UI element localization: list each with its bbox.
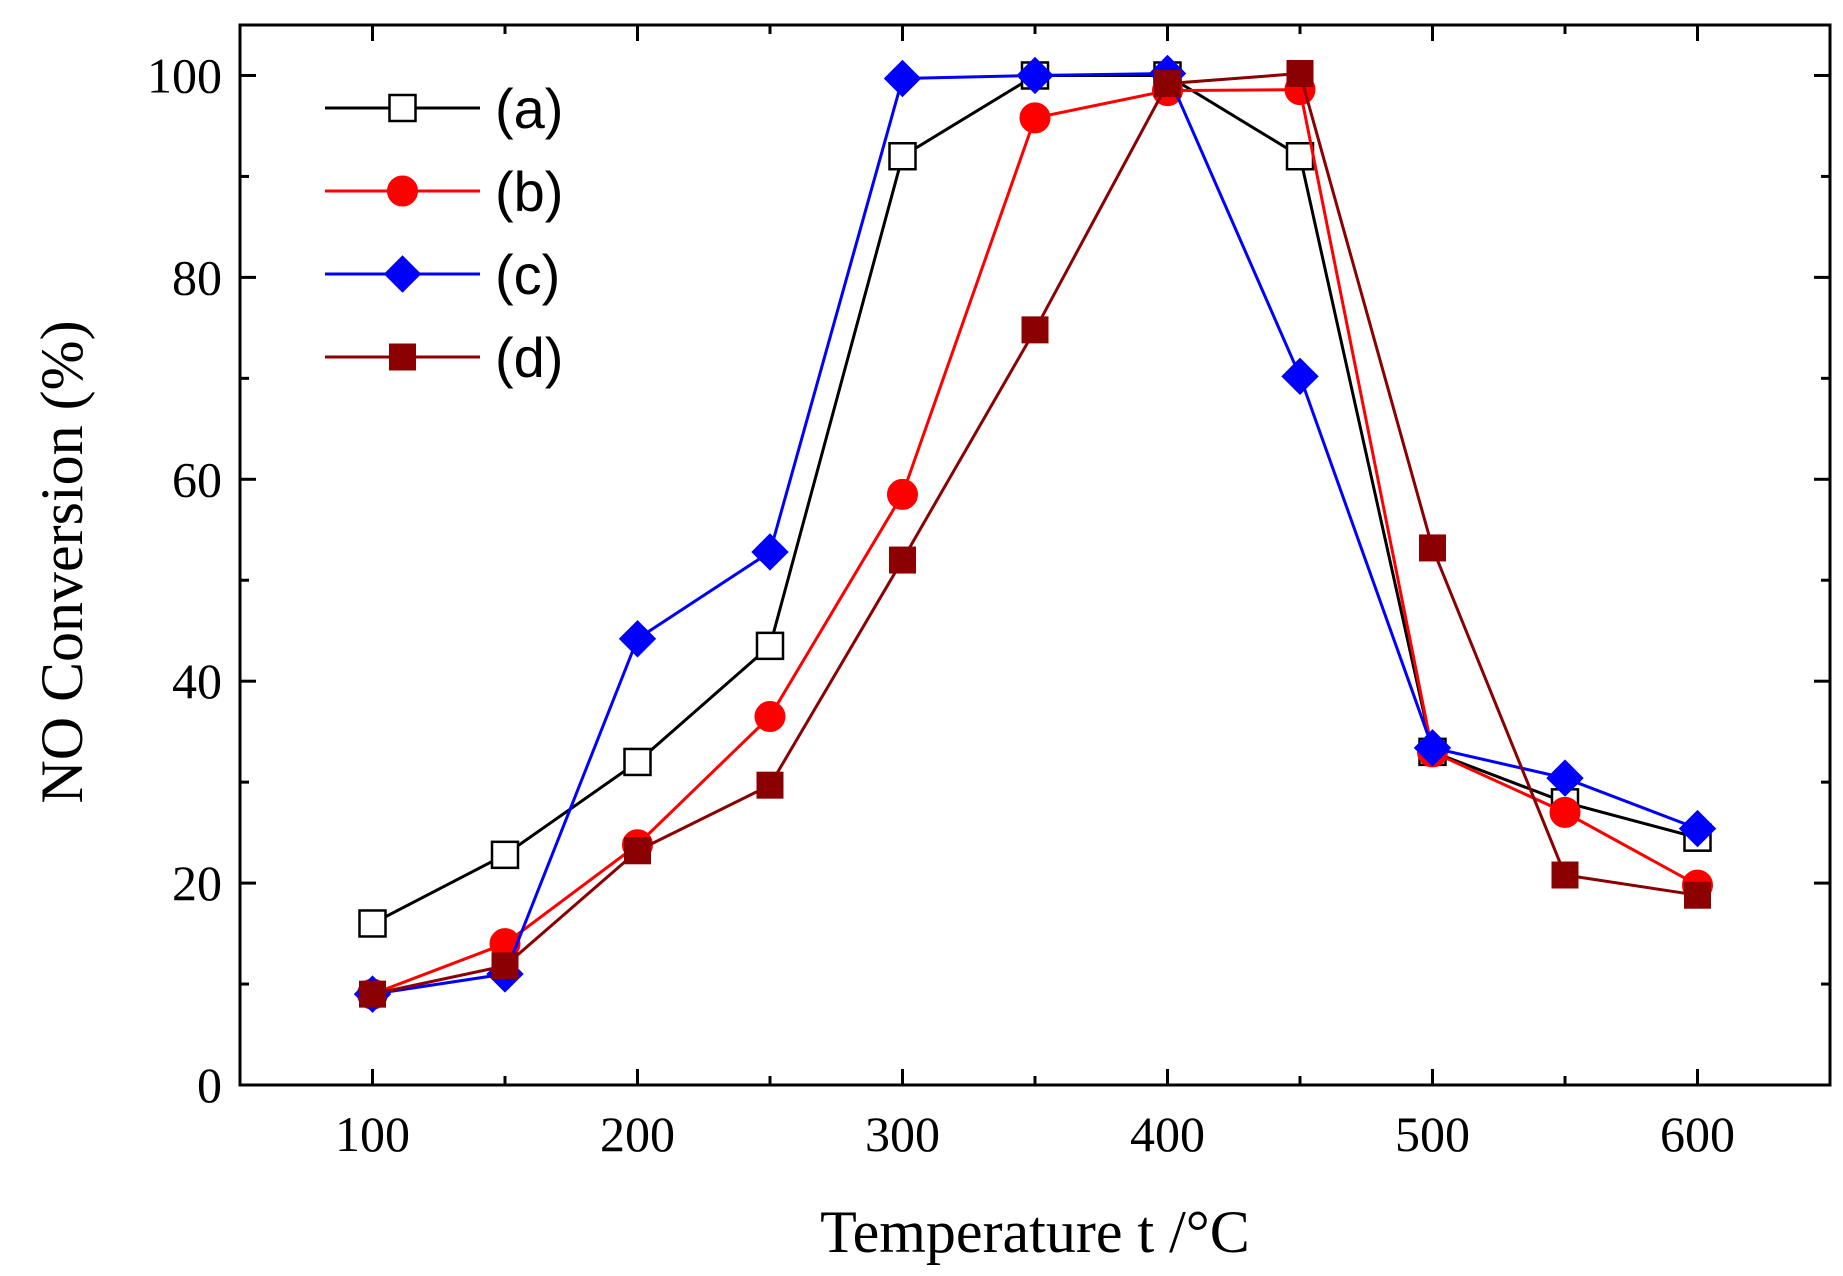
data-point [1413,729,1452,767]
legend-marker [388,93,417,123]
data-point [1551,861,1579,889]
series-line [371,88,1699,996]
data-point [358,909,387,938]
data-point [618,620,657,658]
data-point [491,952,519,980]
data-point [624,837,651,865]
plot-frame [238,23,1832,1087]
data-point [888,141,917,171]
legend-label: (a) [495,77,563,140]
x-tick-label: 400 [1130,1106,1205,1162]
data-point [1286,59,1314,87]
data-point [1154,70,1181,98]
series-line [372,71,1699,996]
legend-marker [383,255,422,293]
y-tick-label: 0 [197,1057,222,1113]
data-point [887,478,918,510]
data-point [1285,141,1315,171]
data-point [751,533,789,571]
data-point [883,59,922,98]
data-point [1016,56,1054,95]
data-point [359,980,386,1008]
legend-label: (c) [495,243,560,306]
x-tick-label: 300 [865,1106,940,1162]
data-point [1546,759,1584,797]
y-axis-title: NO Conversion (%) [29,320,95,803]
legend-marker [387,175,418,207]
legend-label: (b) [495,160,563,223]
data-point [755,631,785,661]
data-point [756,771,784,799]
x-tick-label: 100 [335,1106,410,1162]
series-4 [359,59,1711,1008]
legend-label: (d) [495,326,563,389]
series-line [372,71,1698,996]
legend-item: (a) [325,77,563,140]
data-point [1549,796,1581,828]
y-tick-label: 60 [172,451,222,507]
data-point [490,840,520,870]
y-tick-label: 20 [172,855,222,911]
axis-ticks: 100 200 300 400 500 600 0 20 40 60 80 100 [147,25,1832,1162]
series-layer [353,54,1717,1013]
x-tick-label: 600 [1660,1106,1735,1162]
series-line [371,74,1698,925]
data-point [1281,357,1319,396]
data-point [889,546,916,574]
y-tick-label: 100 [147,47,222,103]
x-tick-label: 500 [1395,1106,1470,1162]
legend-item: (d) [325,326,563,389]
data-point [1678,809,1717,848]
x-axis-title: Temperature t /°C [820,1199,1250,1265]
data-point [1684,881,1711,909]
legend-item: (c) [325,243,560,306]
data-point [1019,102,1051,134]
legend-marker [389,343,416,371]
data-point [1419,534,1446,562]
legend-item: (b) [325,160,563,223]
data-point [1021,316,1049,344]
x-tick-label: 200 [600,1106,675,1162]
data-point [754,701,786,733]
y-tick-label: 80 [172,249,222,305]
legend: (a) (b) (c) (d) [325,77,563,389]
data-point [623,747,652,777]
y-tick-label: 40 [172,653,222,709]
